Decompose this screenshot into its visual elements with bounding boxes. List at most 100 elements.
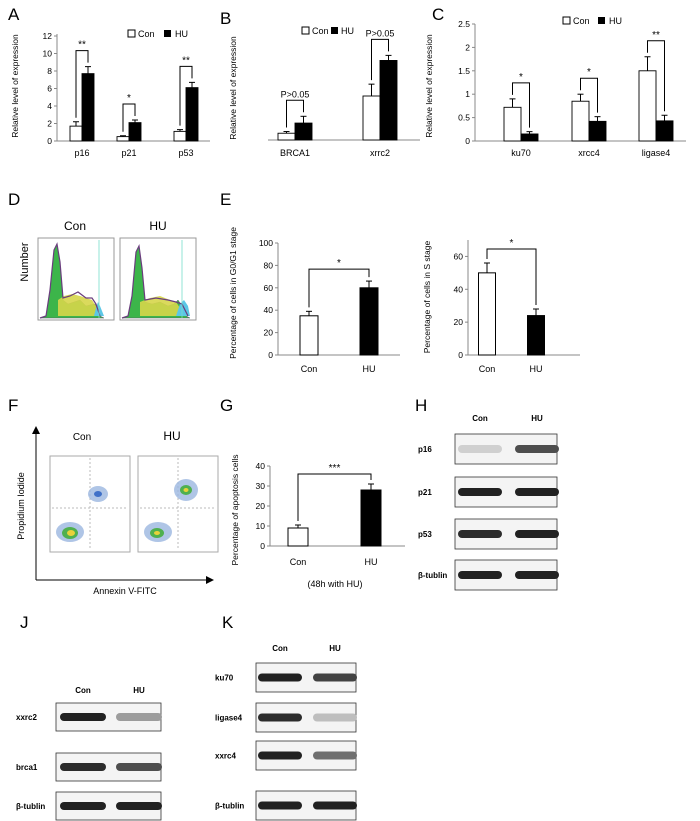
sample-label-hu: HU bbox=[149, 219, 166, 233]
x-tick-label: p53 bbox=[178, 148, 193, 158]
y-tick-label: 40 bbox=[264, 305, 274, 315]
legend-hu-label: HU bbox=[175, 29, 188, 39]
legend-hu-swatch bbox=[164, 30, 171, 37]
panel-g: Percentage of apoptosis cells 010203040 … bbox=[230, 454, 405, 589]
bar-con bbox=[277, 132, 296, 141]
panel-d: Number Con HU bbox=[19, 219, 197, 321]
panel-letter-e: E bbox=[220, 190, 231, 209]
bar-con bbox=[478, 272, 496, 356]
bar-con bbox=[638, 70, 657, 142]
y-tick-label: 0 bbox=[260, 541, 265, 551]
legend-con-swatch bbox=[562, 16, 571, 25]
panel-letter-g: G bbox=[220, 396, 233, 415]
y-tick-label: 0.5 bbox=[458, 113, 470, 123]
lane-label: HU bbox=[133, 686, 145, 695]
blot-label: xxrc4 bbox=[215, 752, 236, 761]
panel-e-right: Percentage of cells in S stage 0 20 40 60 C… bbox=[422, 238, 580, 374]
lane-label: Con bbox=[272, 644, 288, 653]
y-tick-label: 6 bbox=[47, 84, 52, 94]
band bbox=[458, 571, 502, 579]
legend-hu-swatch bbox=[598, 17, 605, 24]
y-tick-label: 20 bbox=[256, 501, 266, 511]
ylabel: Percentage of cells in S stage bbox=[422, 241, 432, 354]
y-tick-label: 0 bbox=[268, 350, 273, 360]
xlabel: Annexin V-FITC bbox=[93, 586, 157, 596]
band bbox=[313, 673, 357, 682]
legend-con-label: Con bbox=[138, 29, 155, 39]
significance-label: *** bbox=[329, 463, 341, 474]
bar-con bbox=[571, 100, 590, 142]
y-tick-label: 10 bbox=[43, 49, 53, 59]
y-tick-label: 4 bbox=[47, 101, 52, 111]
y-tick-label: 10 bbox=[256, 521, 266, 531]
bar-con bbox=[362, 95, 381, 141]
legend-con-swatch bbox=[301, 26, 310, 35]
panel-letter-a: A bbox=[8, 5, 20, 24]
band bbox=[116, 763, 162, 771]
blot-label: p21 bbox=[418, 488, 432, 497]
blot-label: ku70 bbox=[215, 674, 234, 683]
ylabel: Percentage of cells in G0/G1 stage bbox=[228, 227, 238, 359]
x-tick-label: xrcc4 bbox=[578, 148, 600, 158]
blot-label: β-tublin bbox=[16, 802, 45, 811]
bar-hu bbox=[294, 122, 313, 141]
band bbox=[515, 488, 559, 496]
significance-bracket bbox=[297, 473, 372, 521]
panel-f: Propidium Iodide Annexin V-FITC Con HU bbox=[16, 426, 219, 596]
band bbox=[116, 713, 162, 721]
ylabel: Relative level of expression bbox=[10, 34, 20, 138]
band bbox=[116, 802, 162, 810]
x-tick-label: ligase4 bbox=[642, 148, 671, 158]
significance-label: ** bbox=[652, 30, 660, 41]
panel-b: Relative level of expression BRCA1 P>0.05… bbox=[228, 26, 420, 158]
panel-e-left: Percentage of cells in G0/G1 stage 0 20 40… bbox=[228, 227, 400, 374]
significance-bracket bbox=[308, 268, 370, 308]
bar-con bbox=[173, 130, 187, 142]
bar-con bbox=[69, 125, 83, 142]
significance-label: ** bbox=[182, 55, 190, 66]
y-tick-label: 40 bbox=[256, 461, 266, 471]
panel-letter-c: C bbox=[432, 5, 444, 24]
arrowhead-up bbox=[32, 426, 40, 434]
sample-label-hu: HU bbox=[163, 429, 180, 443]
band bbox=[515, 445, 559, 453]
ylabel: Propidium Iodide bbox=[16, 472, 26, 540]
significance-label: * bbox=[587, 67, 591, 78]
bar-hu bbox=[360, 489, 382, 547]
x-tick-label: ku70 bbox=[511, 148, 531, 158]
lane-label: HU bbox=[329, 644, 341, 653]
bar-hu bbox=[81, 73, 95, 142]
y-tick-label: 12 bbox=[43, 31, 53, 41]
bar-hu bbox=[359, 287, 379, 356]
band bbox=[313, 713, 357, 722]
significance-label: * bbox=[127, 93, 131, 104]
significance-bracket bbox=[486, 248, 537, 305]
significance-bracket bbox=[179, 65, 193, 126]
blot-label: ligase4 bbox=[215, 714, 243, 723]
significance-bracket bbox=[647, 40, 665, 112]
sample-label-con: Con bbox=[64, 219, 86, 233]
band bbox=[258, 713, 302, 722]
x-tick-label: BRCA1 bbox=[280, 148, 310, 158]
blot-label: p16 bbox=[418, 445, 432, 454]
bar-hu bbox=[655, 120, 674, 142]
significance-bracket bbox=[371, 38, 389, 81]
panel-a: Relative level of expression 0 2 4 6 8 10 12 p… bbox=[10, 29, 210, 158]
y-tick-label: 80 bbox=[264, 260, 274, 270]
y-tick-label: 1 bbox=[465, 89, 470, 99]
lane-label: HU bbox=[531, 414, 543, 423]
significance-bracket bbox=[286, 99, 304, 128]
y-tick-label: 8 bbox=[47, 66, 52, 76]
y-tick-label: 0 bbox=[47, 136, 52, 146]
legend-con-label: Con bbox=[312, 26, 329, 36]
ylabel: Number bbox=[19, 242, 31, 281]
legend-hu-label: HU bbox=[609, 16, 622, 26]
y-tick-label: 40 bbox=[454, 284, 464, 294]
y-tick-label: 20 bbox=[454, 317, 464, 327]
band bbox=[458, 530, 502, 538]
blot-label: xxrc2 bbox=[16, 713, 37, 722]
histogram-hu bbox=[119, 237, 197, 321]
y-tick-label: 2 bbox=[465, 42, 470, 52]
band bbox=[515, 571, 559, 579]
y-tick-label: 60 bbox=[454, 251, 464, 261]
